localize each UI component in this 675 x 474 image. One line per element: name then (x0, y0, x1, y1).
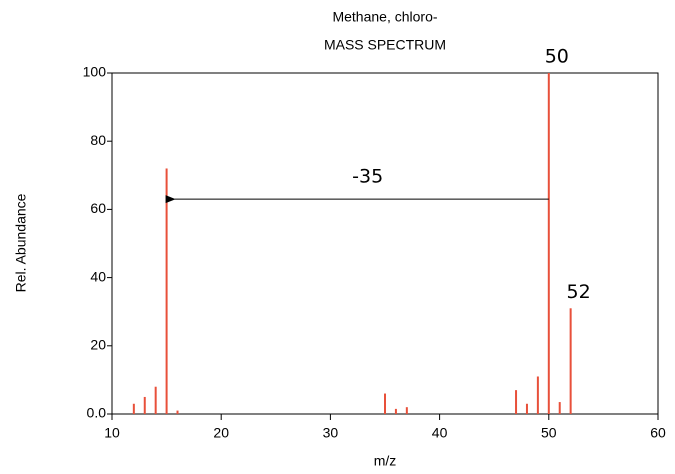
annotation: 52 (567, 281, 591, 303)
x-tick-label: 10 (104, 425, 120, 441)
y-tick-label: 0.0 (87, 405, 107, 421)
x-tick-label: 40 (432, 425, 448, 441)
peak (176, 410, 179, 414)
y-tick-label: 100 (83, 64, 107, 80)
peak (384, 393, 386, 414)
plot-frame (111, 72, 659, 415)
peak (143, 396, 146, 414)
x-tick-label: 60 (650, 425, 666, 441)
peak (569, 308, 572, 414)
y-tick-label: 80 (90, 132, 106, 148)
x-tick-label: 50 (541, 425, 557, 441)
peak (394, 408, 397, 414)
peak (165, 168, 168, 414)
annotation: 50 (545, 46, 569, 68)
peak (558, 402, 561, 414)
peak (515, 390, 518, 414)
annotation: -35 (352, 166, 383, 188)
peak (525, 403, 528, 414)
y-tick-label: 40 (90, 268, 106, 284)
y-tick-label: 60 (90, 200, 106, 216)
peak (132, 403, 135, 414)
x-tick-label: 20 (213, 425, 229, 441)
peak (547, 73, 550, 414)
y-tick-label: 20 (90, 337, 106, 353)
peak (405, 407, 408, 414)
peak (154, 386, 157, 414)
chart-title: Methane, chloro- (332, 9, 437, 25)
peak (536, 376, 539, 414)
x-axis-label: m/z (374, 453, 397, 469)
chart-subtitle: MASS SPECTRUM (324, 37, 446, 53)
x-tick-label: 30 (323, 425, 339, 441)
y-axis-label: Rel. Abundance (13, 193, 29, 292)
